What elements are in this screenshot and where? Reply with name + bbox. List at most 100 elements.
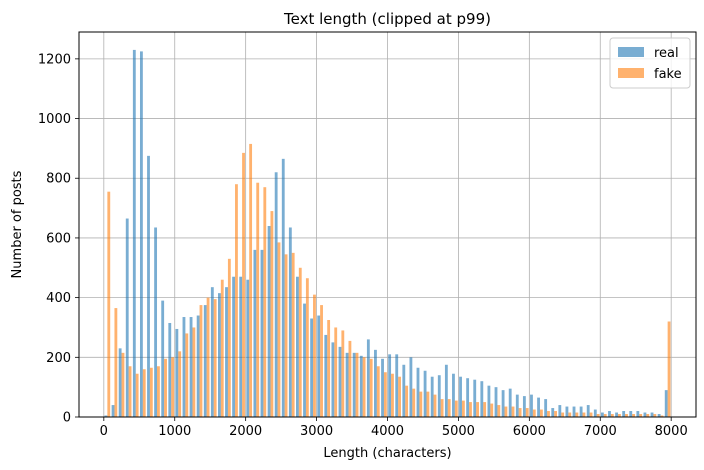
fake-bar <box>263 187 267 417</box>
fake-bar <box>135 373 139 417</box>
fake-bar <box>447 399 451 417</box>
fake-bar <box>568 412 572 417</box>
real-bar <box>338 346 342 417</box>
fake-bar <box>398 376 401 417</box>
fake-bar <box>348 340 352 417</box>
real-bar <box>629 411 633 417</box>
fake-bar <box>142 369 146 417</box>
real-bar <box>622 411 626 417</box>
real-bar <box>551 408 555 417</box>
fake-bar <box>149 367 153 417</box>
real-bar <box>267 225 271 417</box>
fake-bar <box>192 327 196 417</box>
real-bar <box>317 315 321 417</box>
fake-bar <box>461 400 465 417</box>
fake-bar <box>157 366 160 417</box>
y-tick-label: 0 <box>63 411 71 426</box>
real-bar <box>111 405 115 417</box>
legend-swatch-real <box>618 47 644 57</box>
legend-swatch-fake <box>618 68 644 78</box>
fake-bar <box>284 254 288 417</box>
real-bar <box>288 227 292 417</box>
real-bar <box>182 317 186 417</box>
real-bar <box>586 405 590 417</box>
fake-bar <box>327 320 331 417</box>
fake-bar <box>454 400 458 417</box>
fake-bar <box>632 414 636 417</box>
fake-bar <box>497 405 501 417</box>
real-bar <box>218 293 221 417</box>
real-bar <box>395 354 399 417</box>
fake-bar <box>341 330 345 417</box>
x-tick-label: 5000 <box>442 424 475 439</box>
fake-bar <box>369 358 373 417</box>
real-bar <box>366 339 370 417</box>
fake-bar <box>547 411 550 417</box>
fake-bar <box>305 278 309 417</box>
real-bar <box>196 315 200 417</box>
real-bar <box>104 415 108 417</box>
real-bar <box>579 406 583 417</box>
fake-bar <box>270 211 274 417</box>
legend-label-fake: fake <box>654 67 682 82</box>
real-bar <box>175 328 179 417</box>
fake-bar <box>376 366 380 417</box>
fake-bar <box>667 321 671 417</box>
fake-bar <box>426 391 430 417</box>
fake-bar <box>610 414 614 417</box>
x-tick-label: 3000 <box>300 424 333 439</box>
fake-bar <box>532 409 536 417</box>
fake-bar <box>121 352 125 417</box>
real-bar <box>494 387 498 417</box>
real-bar <box>558 405 562 417</box>
fake-bar <box>164 358 167 417</box>
real-bar <box>132 49 136 417</box>
fake-bar <box>646 414 650 417</box>
real-bar <box>515 394 519 417</box>
fake-bar <box>199 305 203 417</box>
fake-bar <box>469 402 472 417</box>
x-tick-label: 6000 <box>513 424 546 439</box>
fake-bar <box>525 408 529 417</box>
real-bar <box>459 376 462 417</box>
real-bar <box>657 414 661 417</box>
fake-bar <box>291 252 295 417</box>
fake-bar <box>334 327 338 417</box>
fake-bar <box>582 412 586 417</box>
real-bar <box>423 370 427 417</box>
fake-bar <box>511 406 515 417</box>
fake-bar <box>561 412 565 417</box>
real-bar <box>260 249 264 417</box>
real-bar <box>239 276 243 417</box>
real-bar <box>203 305 207 417</box>
fake-bar <box>603 414 607 417</box>
x-axis-title: Length (characters) <box>323 446 451 461</box>
real-bar <box>572 406 576 417</box>
fake-bar <box>171 357 175 417</box>
fake-bar <box>256 182 260 417</box>
fake-bar <box>185 333 189 417</box>
fake-bar <box>235 184 238 417</box>
fake-bar <box>227 258 231 417</box>
real-bar <box>388 354 392 417</box>
real-bar <box>139 51 143 417</box>
fake-bar <box>617 414 621 417</box>
fake-bar <box>213 299 217 417</box>
x-tick-label: 4000 <box>371 424 404 439</box>
axis-ticks: 0 1000 2000 3000 4000 5000 6000 7000 8000 0 200 400… <box>38 52 688 439</box>
real-bar <box>530 394 533 417</box>
fake-bar <box>249 143 253 417</box>
real-bar <box>501 390 505 417</box>
chart-title: Text length (clipped at p99) <box>283 10 491 28</box>
bars <box>104 49 671 418</box>
fake-bar <box>405 385 409 417</box>
real-bar <box>168 322 172 417</box>
real-bar <box>593 409 597 417</box>
real-bar <box>331 342 335 417</box>
real-bar <box>650 412 654 417</box>
real-bar <box>437 375 441 417</box>
fake-bar <box>653 414 657 417</box>
